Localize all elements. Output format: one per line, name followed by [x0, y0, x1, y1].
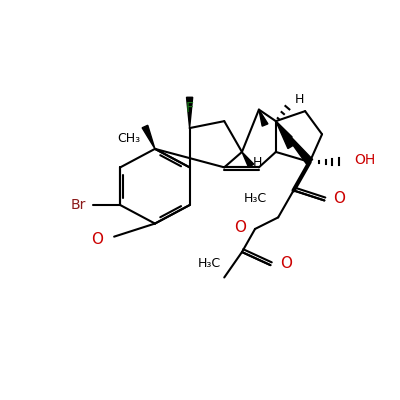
Polygon shape	[276, 121, 292, 141]
Polygon shape	[259, 110, 268, 126]
Text: CH₃: CH₃	[117, 132, 140, 145]
Text: H₃C: H₃C	[198, 257, 221, 270]
Polygon shape	[276, 121, 294, 148]
Polygon shape	[242, 152, 254, 168]
Text: OH: OH	[354, 154, 376, 168]
Text: O: O	[334, 192, 346, 206]
Text: O: O	[234, 220, 246, 235]
Text: O: O	[91, 232, 103, 247]
Polygon shape	[276, 121, 313, 164]
Text: F: F	[186, 101, 194, 115]
Text: Br: Br	[70, 198, 86, 212]
Polygon shape	[186, 97, 193, 128]
Text: H: H	[253, 156, 262, 169]
Polygon shape	[142, 125, 155, 149]
Text: O: O	[280, 256, 292, 271]
Text: H₃C: H₃C	[244, 192, 267, 205]
Text: H: H	[294, 93, 304, 106]
